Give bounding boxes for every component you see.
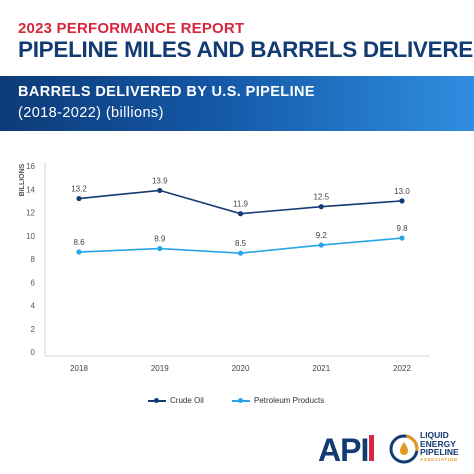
legend-swatch-crude-oil bbox=[148, 397, 166, 405]
data-label: 9.2 bbox=[316, 231, 328, 240]
y-tick-label: 16 bbox=[26, 162, 35, 171]
x-tick-label: 2021 bbox=[312, 364, 330, 373]
x-tick-label: 2022 bbox=[393, 364, 411, 373]
y-tick-label: 2 bbox=[31, 325, 36, 334]
legend-swatch-petroleum-products bbox=[232, 397, 250, 405]
y-tick-label: 4 bbox=[31, 302, 36, 311]
data-point bbox=[237, 250, 244, 256]
data-point bbox=[76, 249, 82, 255]
api-logo-text: API bbox=[318, 432, 368, 468]
data-label: 8.6 bbox=[73, 238, 85, 247]
data-label: 12.5 bbox=[313, 193, 329, 202]
chart-title-line-2: (2018-2022) (billions) bbox=[18, 105, 164, 121]
y-tick-label: 14 bbox=[26, 185, 35, 194]
data-point bbox=[76, 195, 82, 202]
chart-title-line-1: BARRELS DELIVERED BY U.S. PIPELINE bbox=[18, 84, 315, 100]
data-point bbox=[318, 242, 324, 248]
legend-item-petroleum-products: Petroleum Products bbox=[232, 396, 324, 405]
lepa-wordmark: LIQUID ENERGY PIPELINE ASSOCIATION bbox=[420, 430, 459, 462]
data-label: 9.8 bbox=[396, 224, 408, 233]
y-tick-label: 6 bbox=[31, 278, 36, 287]
data-label: 11.9 bbox=[233, 200, 249, 209]
data-point bbox=[318, 204, 324, 210]
x-tick-label: 2020 bbox=[232, 364, 250, 373]
y-tick-label: 0 bbox=[31, 348, 36, 357]
data-label: 13.0 bbox=[394, 187, 410, 196]
y-tick-label: 8 bbox=[31, 255, 36, 264]
api-logo: API bbox=[318, 432, 374, 468]
lepa-logo: LIQUID ENERGY PIPELINE ASSOCIATION bbox=[388, 429, 470, 469]
y-axis-label: BILLIONS bbox=[19, 163, 26, 196]
y-tick-label: 12 bbox=[26, 209, 35, 218]
data-point bbox=[157, 187, 163, 194]
x-tick-label: 2019 bbox=[151, 364, 169, 373]
data-point bbox=[237, 211, 244, 217]
data-point bbox=[399, 198, 405, 204]
data-point bbox=[157, 245, 163, 252]
data-label: 8.5 bbox=[235, 239, 247, 248]
legend-item-crude-oil: Crude Oil bbox=[148, 396, 204, 405]
data-label: 13.2 bbox=[71, 185, 87, 194]
report-title: PIPELINE MILES AND BARRELS DELIVERED bbox=[18, 37, 474, 62]
data-point bbox=[399, 235, 405, 241]
chart-title-banner: BARRELS DELIVERED BY U.S. PIPELINE (2018… bbox=[0, 76, 474, 131]
footer-logos: API LIQUID ENERGY PIPELINE ASSOCIATION bbox=[0, 425, 474, 474]
x-tick-label: 2018 bbox=[70, 364, 88, 373]
data-label: 8.9 bbox=[154, 235, 166, 244]
y-tick-label: 10 bbox=[26, 232, 35, 241]
report-kicker: 2023 PERFORMANCE REPORT bbox=[18, 20, 245, 37]
lepa-mark-icon bbox=[389, 434, 419, 464]
legend-label-petroleum-products: Petroleum Products bbox=[254, 396, 325, 405]
legend-label-crude-oil: Crude Oil bbox=[170, 396, 204, 405]
chart-legend: Crude Oil Petroleum Products bbox=[0, 396, 474, 412]
data-label: 13.9 bbox=[152, 176, 168, 185]
